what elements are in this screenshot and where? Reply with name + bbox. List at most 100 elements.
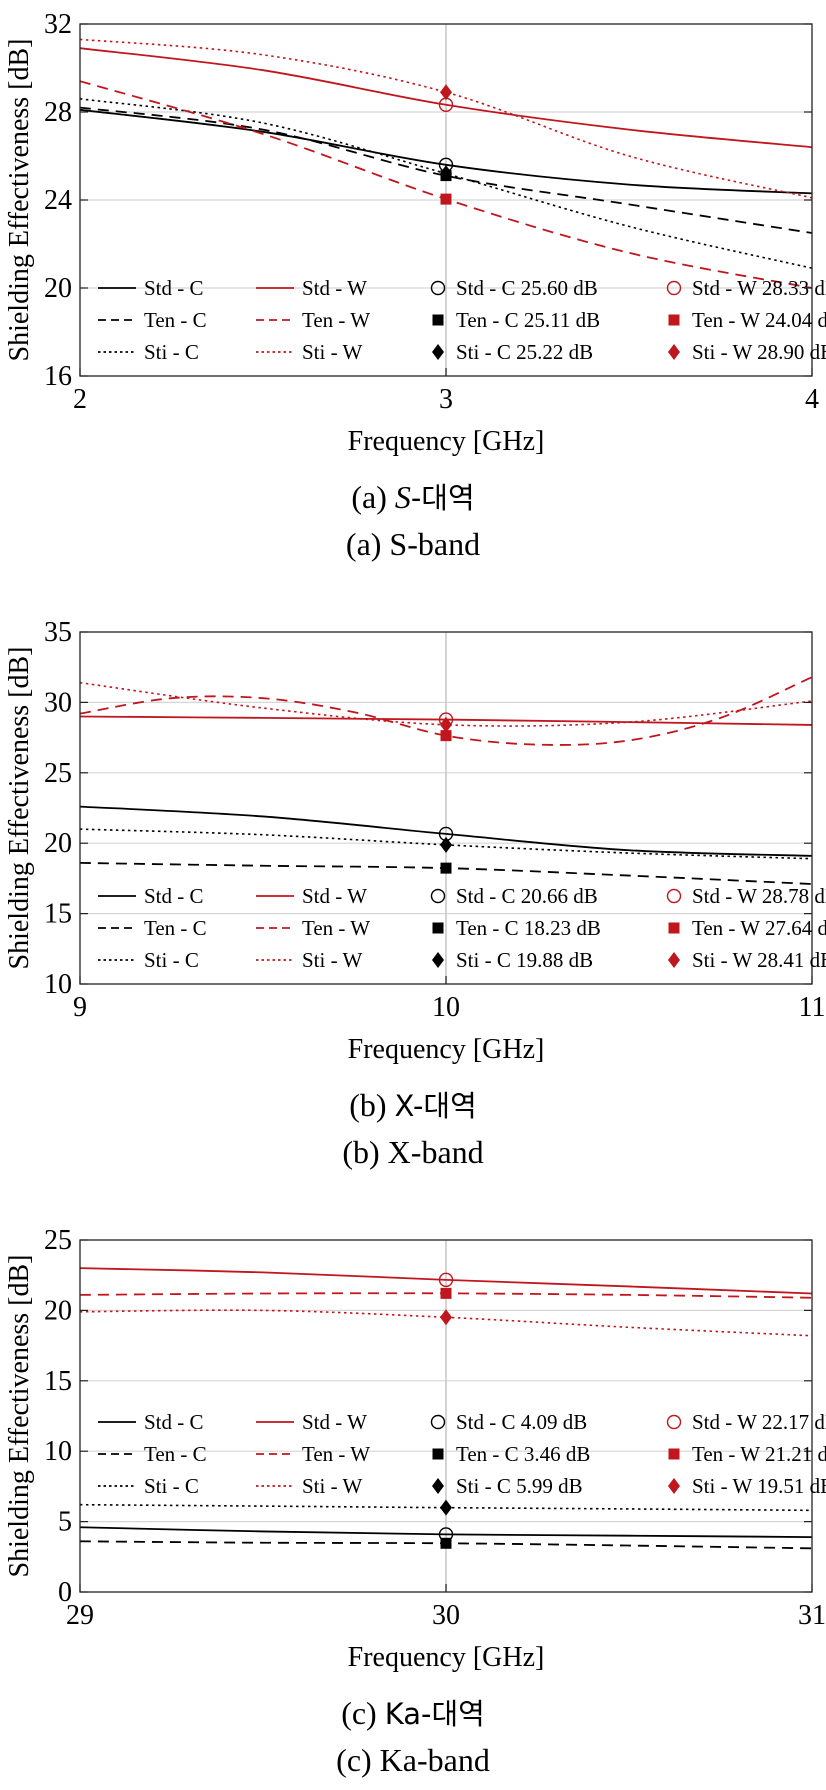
panel-a-legend-label: Ten - W (302, 308, 370, 332)
panel-c-legend-marker (668, 1478, 680, 1494)
panel-c-chart: 0 5 10 15 20 25 29 30 31 Frequency [GHz] Shielding… (4, 1225, 826, 1673)
panel-c-ytick-label: 0 (58, 1577, 72, 1608)
panel-c-legend-marker (666, 1414, 682, 1430)
panel-b-legend: Std - C Std - W Std - C 20.66 dB Std - W 28… (98, 884, 826, 972)
panel-b-legend-marker (666, 888, 682, 904)
panel-c-marker-ten-c (440, 1537, 452, 1549)
panel-a-legend: Std - C Std - W Std - C 25.60 dB Std - W 28… (98, 276, 826, 364)
panel-c-ytick-label: 25 (44, 1225, 72, 1256)
panel-c-series-std-w (80, 1267, 812, 1295)
panel-c-ytick-label: 5 (58, 1507, 72, 1538)
panel-b-legend-marker (432, 922, 444, 934)
panel-c-legend-label: Ten - C (144, 1442, 207, 1466)
panel-c-legend-marker (432, 1448, 444, 1460)
panel-b-x-axis-label: Frequency [GHz] (348, 1034, 545, 1065)
caption-b-english: (b) X-band (342, 1134, 484, 1170)
panel-c-legend-label: Std - W (302, 1410, 367, 1434)
panel-c-legend-marker (668, 1448, 680, 1460)
panel-b-legend-label: Std - C 20.66 dB (456, 884, 598, 908)
panel-a-x-axis-label: Frequency [GHz] (348, 426, 545, 457)
panel-b-marker-ten-c (440, 862, 452, 874)
panel-a-chart: 16 20 24 28 32 2 3 4 Frequency [GHz] Shielding Ef… (4, 9, 826, 457)
panel-a-series-sti-w (80, 38, 812, 199)
panel-c-legend-marker (430, 1414, 446, 1430)
panel-a-ytick-label: 28 (44, 97, 72, 128)
panel-c-marker-sti-w (440, 1309, 452, 1326)
panel-c-xtick-label: 31 (798, 1600, 826, 1631)
panel-c-legend-label: Ten - W (302, 1442, 370, 1466)
panel-a-xtick-label: 2 (73, 384, 87, 415)
panel-a-legend-label: Std - W 28.33 dB (692, 276, 826, 300)
panel-a-series-ten-c (80, 106, 812, 234)
panel-c-legend-label: Ten - C 3.46 dB (456, 1442, 590, 1466)
panel-b-legend-marker (668, 922, 680, 934)
panel-b-legend-label: Sti - W 28.41 dB (692, 948, 826, 972)
panel-a-legend-label: Std - C 25.60 dB (456, 276, 598, 300)
panel-a-marker-sti-w (440, 84, 452, 101)
panel-c-series-std-c (80, 1526, 812, 1538)
panel-b-legend-label: Std - W 28.78 dB (692, 884, 826, 908)
panel-b-marker-sti-w (440, 716, 452, 733)
panel-b-series-sti-w (80, 681, 812, 727)
panel-a-legend-label: Sti - W (302, 340, 362, 364)
panel-c-legend-label: Sti - W 19.51 dB (692, 1474, 826, 1498)
panel-b-xtick-label: 9 (73, 992, 87, 1023)
panel-b-ytick-label: 20 (44, 828, 72, 859)
panel-a-legend-label: Sti - W 28.90 dB (692, 340, 826, 364)
panel-a-ytick-label: 24 (44, 185, 72, 216)
panel-b-ytick-label: 15 (44, 899, 72, 930)
panel-c-ytick-label: 20 (44, 1295, 72, 1326)
panel-a-series-sti-c (80, 98, 812, 269)
panel-a-series-std-w (80, 47, 812, 149)
panel-b-ytick-label: 30 (44, 687, 72, 718)
panel-b-legend-label: Sti - W (302, 948, 362, 972)
panel-a-legend-marker (668, 314, 680, 326)
panel-b-legend-label: Sti - C (144, 948, 199, 972)
panel-a-ytick-label: 16 (44, 361, 72, 392)
panel-b-legend-label: Ten - W (302, 916, 370, 940)
panel-a-legend-marker (430, 280, 446, 296)
panel-c-x-axis-label: Frequency [GHz] (348, 1642, 545, 1673)
panel-a-legend-label: Sti - C 25.22 dB (456, 340, 593, 364)
panel-a-marker-sti-c (440, 165, 452, 182)
panel-c-marker-std-w (438, 1272, 454, 1288)
panel-a-legend-marker (668, 344, 680, 360)
panel-b-legend-marker (668, 952, 680, 968)
panel-c-legend-label: Std - C 4.09 dB (456, 1410, 587, 1434)
panel-c-marker-sti-c (440, 1499, 452, 1516)
panel-b-legend-marker (432, 952, 444, 968)
panel-b-y-axis-label: Shielding Effectiveness [dB] (4, 647, 35, 970)
panel-a-xtick-label: 3 (439, 384, 453, 415)
panel-a-marker-ten-w (440, 193, 452, 205)
panel-b-legend-label: Ten - C 18.23 dB (456, 916, 601, 940)
panel-b-ytick-label: 25 (44, 758, 72, 789)
caption-c-korean: (c) Ka-대역 (341, 1695, 485, 1731)
panel-c-ytick-label: 15 (44, 1366, 72, 1397)
panel-a-legend-label: Ten - W 24.04 dB (692, 308, 826, 332)
panel-a-legend-label: Std - W (302, 276, 367, 300)
panel-c-legend-label: Ten - W 21.21 dB (692, 1442, 826, 1466)
panel-c-legend-marker (432, 1478, 444, 1494)
panel-c-legend-label: Sti - C 5.99 dB (456, 1474, 583, 1498)
panel-c-xtick-label: 30 (432, 1600, 460, 1631)
panel-b-legend-label: Std - C (144, 884, 204, 908)
panel-c-xtick-label: 29 (66, 1600, 94, 1631)
panel-a-legend-marker (432, 344, 444, 360)
panel-b-legend-label: Ten - W 27.64 dB (692, 916, 826, 940)
panel-c-legend-label: Std - W 22.17 dB (692, 1410, 826, 1434)
panel-b-xtick-label: 11 (799, 992, 826, 1023)
panel-b-xtick-label: 10 (432, 992, 460, 1023)
panel-a-y-axis-label: Shielding Effectiveness [dB] (4, 39, 35, 362)
panel-a-xtick-label: 4 (805, 384, 819, 415)
panel-c-legend: Std - C Std - W Std - C 4.09 dB Std - W 22.… (98, 1410, 826, 1498)
panel-a-legend-marker (666, 280, 682, 296)
caption-b-korean: (b) X-대역 (349, 1087, 477, 1123)
panel-c-marker-ten-w (440, 1287, 452, 1299)
panel-a-legend-label: Ten - C (144, 308, 207, 332)
panel-a-legend-label: Ten - C 25.11 dB (456, 308, 600, 332)
panel-b-series-std-c (80, 805, 812, 857)
panel-a-legend-label: Std - C (144, 276, 204, 300)
panel-b-legend-label: Sti - C 19.88 dB (456, 948, 593, 972)
